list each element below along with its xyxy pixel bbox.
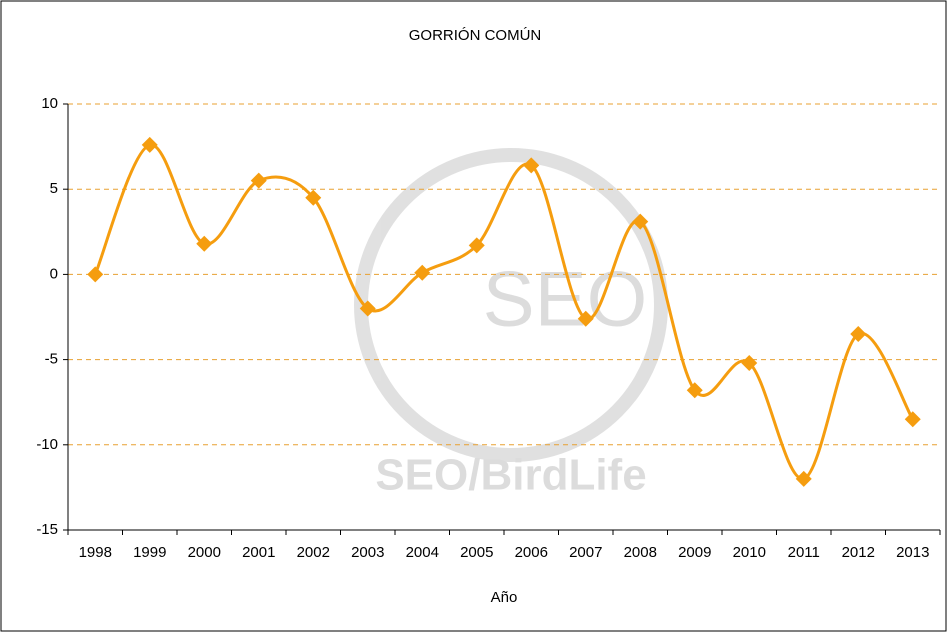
x-tick-label: 2011 (788, 544, 820, 561)
x-tick-label: 2002 (297, 544, 330, 561)
x-tick-label: 2001 (242, 544, 275, 561)
y-tick-label: -15 (36, 521, 58, 538)
marker (305, 189, 322, 206)
x-tick-label: 2013 (896, 544, 929, 561)
marker (523, 157, 540, 174)
x-tick-label: 2012 (842, 544, 875, 561)
x-tick-label: 2000 (188, 544, 221, 561)
marker (904, 411, 921, 428)
x-axis-title: Año (491, 589, 518, 606)
y-tick-label: 5 (50, 180, 58, 197)
marker (632, 213, 649, 230)
x-tick-label: 2007 (569, 544, 602, 561)
chart-title: GORRIÓN COMÚN (409, 27, 542, 44)
watermark-text: SEO/BirdLife (375, 451, 646, 500)
marker (686, 382, 703, 399)
marker (250, 172, 267, 189)
x-tick-label: 2010 (733, 544, 766, 561)
y-tick-label: 10 (41, 95, 58, 112)
watermark: SEO SEO/BirdLife (354, 148, 668, 500)
y-tick-label: -5 (45, 351, 58, 368)
x-tick-label: 2008 (624, 544, 657, 561)
marker (577, 310, 594, 327)
marker (795, 470, 812, 487)
x-tick-label: 1998 (79, 544, 112, 561)
marker (468, 237, 485, 254)
marker (741, 355, 758, 372)
marker (359, 300, 376, 317)
x-tick-label: 1999 (133, 544, 166, 561)
x-tick-label: 2006 (515, 544, 548, 561)
watermark-circle (354, 148, 668, 462)
x-tick-label: 2004 (406, 544, 439, 561)
marker (414, 264, 431, 281)
y-tick-label: 0 (50, 265, 58, 282)
x-tick-label: 2009 (678, 544, 711, 561)
marker (141, 136, 158, 153)
x-tick-label: 2005 (460, 544, 493, 561)
y-tick-label: -10 (36, 436, 58, 453)
marker (850, 326, 867, 343)
marker (196, 235, 213, 252)
marker (87, 266, 104, 283)
x-tick-label: 2003 (351, 544, 384, 561)
